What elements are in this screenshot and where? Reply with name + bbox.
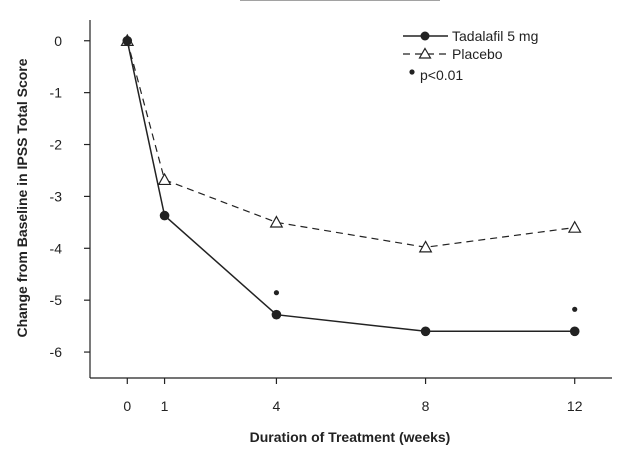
- tadalafil-point: [122, 35, 133, 46]
- plot-frame: [89, 20, 612, 379]
- series-layer: [120, 33, 582, 337]
- y-tick-label: -1: [50, 85, 63, 101]
- significance-dot: [273, 290, 280, 296]
- tadalafil-point: [271, 309, 282, 320]
- y-axis-title: Change from Baseline in IPSS Total Score: [14, 58, 30, 337]
- tadalafil-point: [569, 326, 580, 337]
- x-tick-label: 12: [567, 398, 583, 414]
- x-tick-label: 8: [422, 398, 430, 414]
- series-line-placebo: [126, 40, 575, 248]
- y-ticks: 0 -1 -2 -3 -4 -5 -6: [50, 33, 90, 360]
- placebo-point: [269, 215, 284, 228]
- legend: Tadalafil 5 mg Placebo p<0.01: [403, 28, 538, 83]
- x-axis-title: Duration of Treatment (weeks): [250, 429, 451, 445]
- tadalafil-point: [420, 326, 431, 337]
- significance-dot: [572, 306, 578, 312]
- legend-placebo-label: Placebo: [452, 46, 503, 62]
- placebo-point: [157, 172, 172, 186]
- y-tick-label: -4: [50, 240, 63, 256]
- y-tick-label: -2: [50, 137, 63, 153]
- x-tick-label: 4: [273, 398, 281, 414]
- tadalafil-point: [159, 210, 170, 221]
- significance-markers: [273, 290, 578, 312]
- y-tick-label: 0: [54, 33, 62, 49]
- series-line-tadalafil: [126, 40, 575, 333]
- x-tick-label: 0: [123, 398, 131, 414]
- y-tick-label: -5: [50, 292, 63, 308]
- legend-significance-label: p<0.01: [420, 67, 463, 83]
- y-tick-label: -3: [50, 188, 63, 204]
- x-ticks: 0 1 4 8 12: [123, 378, 583, 414]
- legend-tadalafil-marker: [420, 31, 430, 41]
- y-tick-label: -6: [50, 344, 63, 360]
- placebo-point: [418, 240, 433, 253]
- legend-placebo-marker: [418, 47, 432, 59]
- x-tick-label: 1: [161, 398, 169, 414]
- legend-significance-dot: [409, 69, 415, 75]
- legend-tadalafil-label: Tadalafil 5 mg: [452, 28, 538, 44]
- placebo-point: [567, 220, 582, 233]
